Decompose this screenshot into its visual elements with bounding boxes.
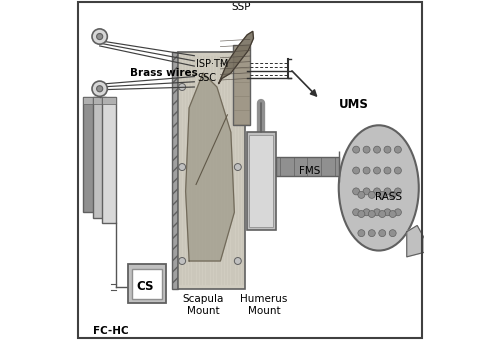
Text: RASS: RASS xyxy=(376,192,402,201)
Circle shape xyxy=(358,191,365,198)
Circle shape xyxy=(379,211,386,218)
Circle shape xyxy=(374,146,380,153)
Circle shape xyxy=(363,188,370,195)
Bar xyxy=(172,52,178,289)
Text: CS: CS xyxy=(137,279,154,293)
Circle shape xyxy=(379,191,386,198)
Polygon shape xyxy=(407,226,431,257)
Circle shape xyxy=(178,164,186,171)
Text: SSC: SSC xyxy=(197,73,216,83)
Bar xyxy=(246,132,276,230)
Text: Scapula
Mount: Scapula Mount xyxy=(182,294,224,316)
Circle shape xyxy=(384,167,391,174)
Circle shape xyxy=(352,167,360,174)
Circle shape xyxy=(96,33,102,40)
Text: FC-HC: FC-HC xyxy=(92,326,128,336)
Circle shape xyxy=(363,209,370,216)
Circle shape xyxy=(358,211,365,218)
Circle shape xyxy=(389,211,396,218)
Circle shape xyxy=(368,191,376,198)
Circle shape xyxy=(368,230,376,237)
Circle shape xyxy=(394,188,402,195)
Bar xyxy=(83,97,96,212)
Text: FMS: FMS xyxy=(298,166,320,175)
Bar xyxy=(102,97,116,223)
Circle shape xyxy=(374,188,380,195)
Text: UMS: UMS xyxy=(338,98,368,111)
Circle shape xyxy=(368,211,376,218)
Bar xyxy=(92,97,106,104)
Circle shape xyxy=(363,167,370,174)
Circle shape xyxy=(384,209,391,216)
Ellipse shape xyxy=(338,125,419,251)
Circle shape xyxy=(178,258,186,264)
Text: ISP·TM: ISP·TM xyxy=(196,60,228,69)
Circle shape xyxy=(394,209,402,216)
Bar xyxy=(132,269,162,299)
Circle shape xyxy=(394,146,402,153)
Circle shape xyxy=(178,84,186,90)
Text: SSP: SSP xyxy=(232,2,251,12)
Polygon shape xyxy=(186,73,234,261)
Circle shape xyxy=(374,209,380,216)
Circle shape xyxy=(352,209,360,216)
Circle shape xyxy=(363,146,370,153)
Circle shape xyxy=(352,146,360,153)
Circle shape xyxy=(234,84,242,90)
Circle shape xyxy=(92,81,108,96)
Circle shape xyxy=(96,86,102,92)
Circle shape xyxy=(379,230,386,237)
Circle shape xyxy=(358,230,365,237)
Polygon shape xyxy=(218,31,254,84)
Circle shape xyxy=(389,230,396,237)
Text: Brass wires: Brass wires xyxy=(130,68,198,78)
Circle shape xyxy=(234,258,242,264)
Bar xyxy=(178,52,245,289)
Circle shape xyxy=(92,29,108,44)
Circle shape xyxy=(374,167,380,174)
Circle shape xyxy=(384,146,391,153)
Text: Humerus
Mount: Humerus Mount xyxy=(240,294,288,316)
Circle shape xyxy=(234,164,242,171)
Bar xyxy=(128,264,166,303)
Bar xyxy=(276,157,338,176)
Circle shape xyxy=(394,167,402,174)
Bar xyxy=(92,97,106,218)
Circle shape xyxy=(389,191,396,198)
Bar xyxy=(83,97,96,104)
Circle shape xyxy=(384,188,391,195)
Bar xyxy=(234,45,250,125)
Bar xyxy=(250,135,274,227)
Circle shape xyxy=(352,188,360,195)
Bar xyxy=(102,97,116,104)
